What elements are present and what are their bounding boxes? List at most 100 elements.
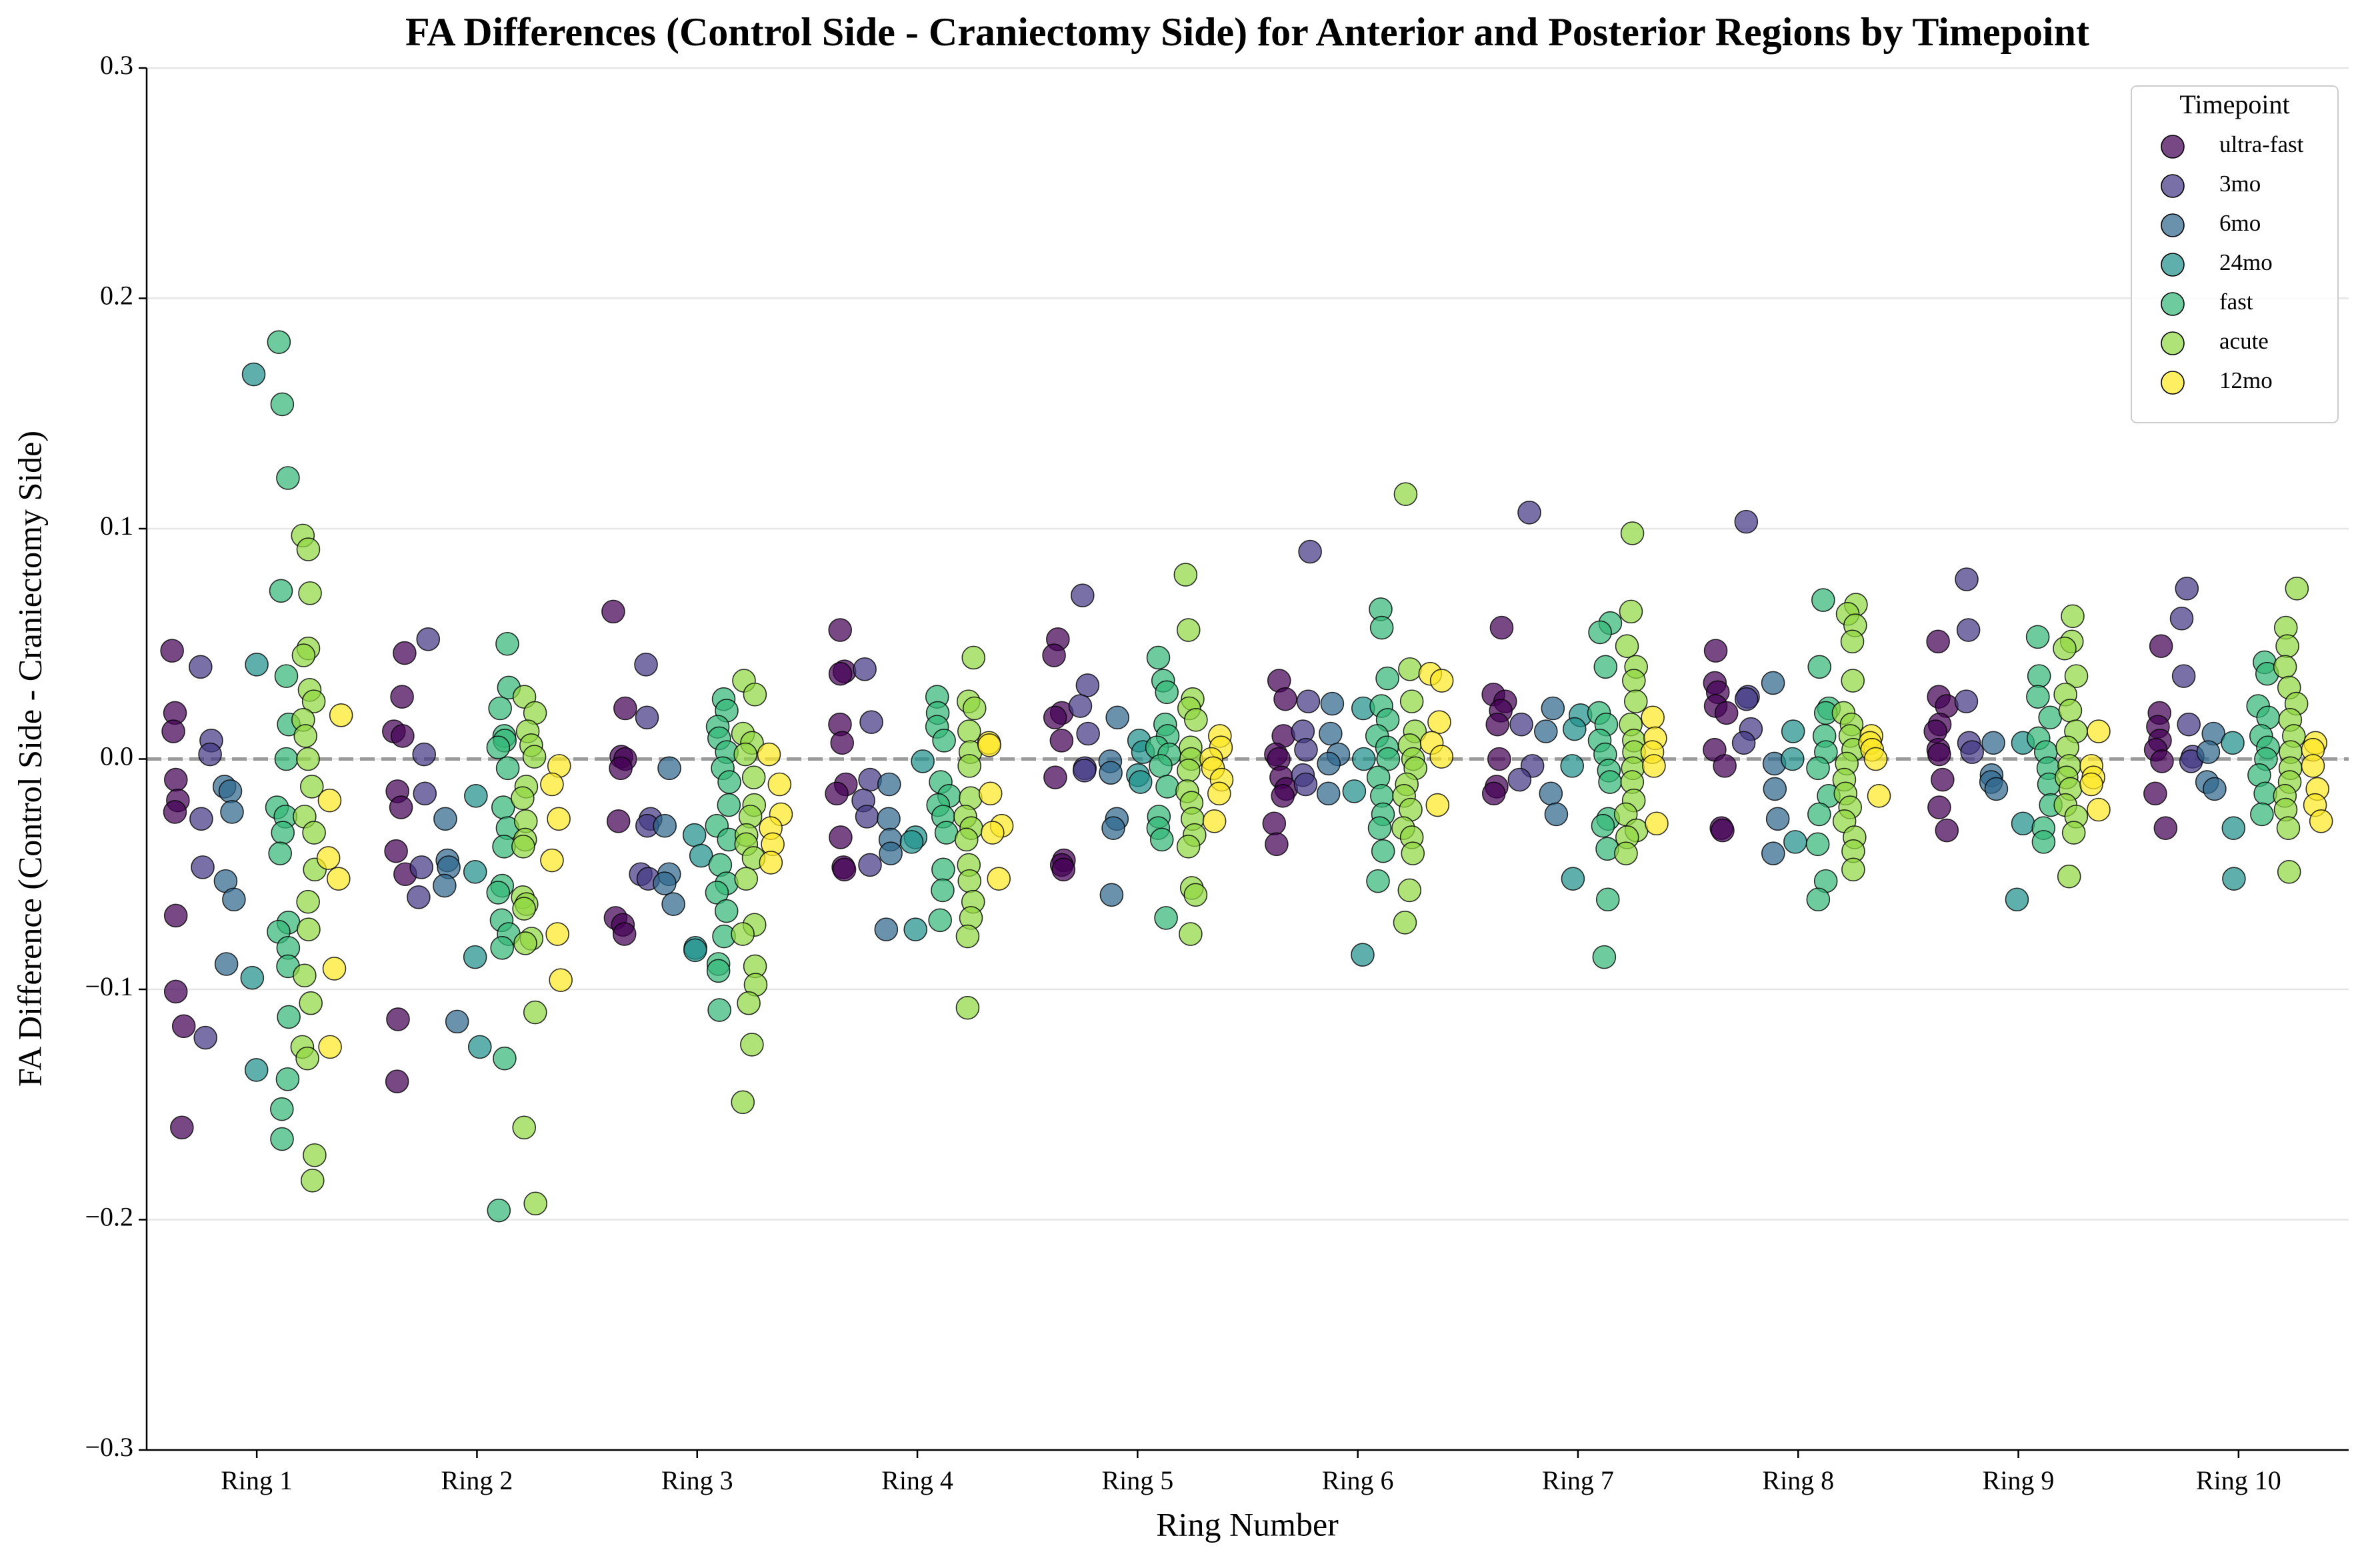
data-point [1128, 770, 1153, 794]
data-point [1622, 669, 1646, 693]
data-point [734, 867, 759, 891]
data-point [2175, 577, 2199, 601]
data-point [268, 841, 292, 865]
data-point [1342, 779, 1367, 803]
data-point [293, 724, 318, 748]
data-point [1176, 834, 1201, 859]
data-point [523, 1191, 548, 1216]
data-point [303, 1143, 327, 1167]
data-point [987, 867, 1011, 891]
data-point [384, 839, 408, 863]
data-point [1173, 563, 1198, 587]
data-point [390, 685, 414, 709]
data-point [932, 729, 956, 753]
data-point [733, 742, 757, 767]
data-point [301, 689, 326, 713]
x-tick-label: Ring 2 [441, 1465, 513, 1495]
data-point [540, 848, 564, 873]
data-point [1981, 731, 2005, 755]
data-point [1927, 742, 1951, 767]
data-point [1155, 775, 1179, 799]
data-point [318, 1035, 342, 1059]
legend-label: ultra-fast [2219, 131, 2304, 157]
data-point [1780, 747, 1805, 771]
data-point [1807, 655, 1831, 679]
data-point [2143, 781, 2167, 806]
data-point [1926, 629, 1950, 654]
data-point [2057, 864, 2081, 889]
legend: Timepoint ultra-fast 3mo 6mo 24mo fast acute 12… [2131, 85, 2339, 423]
data-point [512, 897, 536, 921]
axes: −0.3 −0.2 −0.1 0.0 0.1 0.2 0.3 Ring 1 Ring 2 Ring… [85, 50, 2349, 1495]
data-point [1149, 754, 1173, 778]
data-point [2079, 772, 2103, 797]
legend-marker [2161, 174, 2185, 198]
data-point [2027, 664, 2051, 688]
legend-marker [2161, 135, 2185, 159]
data-point [877, 807, 901, 831]
data-point [464, 783, 488, 808]
data-point [2058, 699, 2083, 723]
data-point [1563, 717, 1587, 741]
data-point [1761, 841, 1785, 865]
data-point [635, 705, 659, 730]
data-point [1042, 643, 1066, 667]
data-point [326, 867, 351, 891]
x-tick-label: Ring 4 [881, 1465, 953, 1495]
data-point [1931, 767, 1955, 792]
data-point [160, 639, 184, 663]
data-point [2087, 797, 2111, 822]
data-point [270, 1097, 294, 1121]
data-point [2285, 577, 2309, 601]
data-point [1703, 639, 1728, 663]
data-point [1076, 721, 1100, 746]
data-point [767, 772, 792, 797]
data-point [1155, 680, 1179, 705]
data-point [1761, 671, 1785, 695]
data-point [1541, 696, 1565, 721]
data-point [829, 825, 853, 849]
x-tick-label: Ring 6 [1322, 1465, 1394, 1495]
data-point [523, 1000, 547, 1025]
data-point [606, 809, 631, 833]
data-point [2277, 859, 2301, 884]
data-point [1598, 770, 1622, 794]
data-point [2203, 777, 2227, 801]
data-point [296, 747, 320, 771]
data-point [302, 821, 326, 845]
data-point [296, 537, 321, 561]
data-point [2221, 816, 2246, 840]
legend-label: 3mo [2219, 171, 2261, 197]
data-point [488, 696, 512, 721]
data-point [2031, 830, 2056, 854]
data-point [1317, 751, 1341, 776]
data-point [1781, 719, 1805, 743]
data-point [1533, 719, 1558, 743]
data-point [1429, 669, 1454, 693]
data-point [1620, 521, 1645, 545]
data-point [1615, 634, 1639, 659]
data-point [522, 745, 547, 769]
data-point [511, 834, 535, 859]
data-point [241, 362, 266, 387]
legend-marker [2161, 213, 2185, 237]
data-point [240, 965, 265, 990]
data-point [299, 775, 324, 799]
data-point [1366, 869, 1390, 893]
data-point [1369, 615, 1394, 640]
data-point [1068, 694, 1093, 718]
x-axis-label: Ring Number [1156, 1505, 1339, 1543]
data-point [1320, 691, 1345, 716]
data-point [1271, 783, 1295, 808]
legend-label: 12mo [2219, 367, 2273, 393]
data-point [495, 631, 519, 656]
data-point [1783, 830, 1807, 854]
data-point [1101, 816, 1125, 840]
data-point [1051, 857, 1076, 882]
data-point [513, 931, 537, 955]
data-point [1811, 588, 1835, 612]
data-point [549, 968, 573, 992]
data-point [412, 742, 437, 767]
data-point [899, 830, 924, 854]
data-point [1591, 813, 1615, 838]
